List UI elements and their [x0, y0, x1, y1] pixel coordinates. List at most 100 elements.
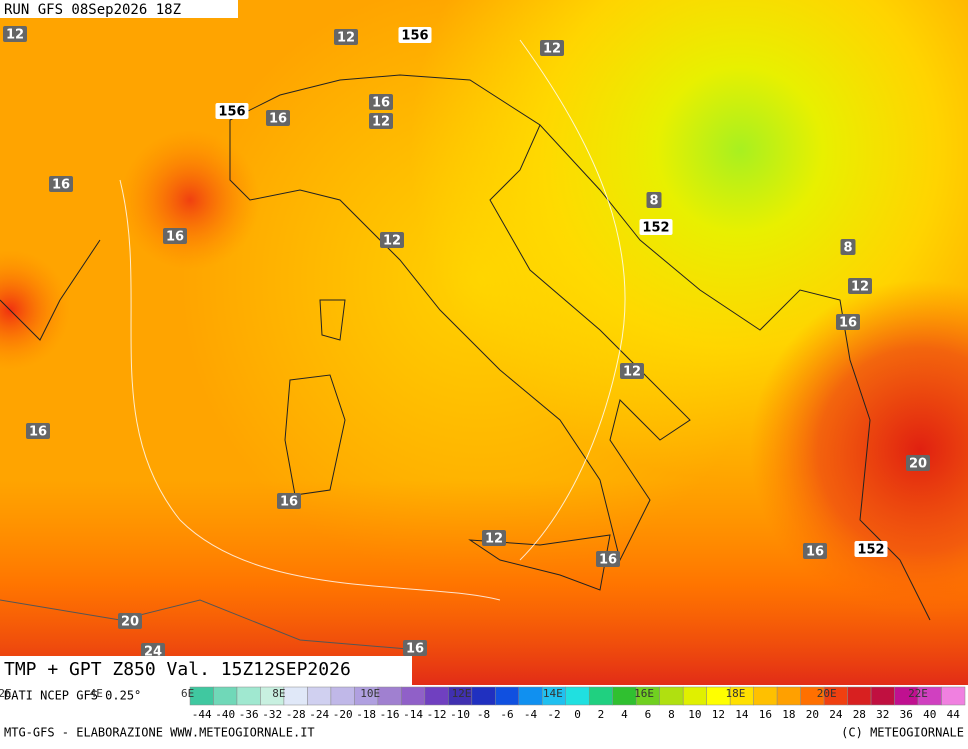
colorbar-tick-label: -6	[500, 708, 513, 721]
colorbar-tick-label: -36	[239, 708, 259, 721]
colorbar-tick-label: -10	[450, 708, 470, 721]
label-box	[540, 40, 564, 56]
contour-label: 16	[599, 553, 617, 568]
colorbar-swatch	[612, 686, 637, 706]
map-field	[0, 0, 968, 690]
colorbar-swatch	[588, 686, 613, 706]
colorbar-tick-label: -44	[192, 708, 212, 721]
contour-label: 156	[401, 29, 428, 44]
colorbar-swatch	[330, 686, 355, 706]
colorbar-swatch	[870, 686, 895, 706]
colorbar-tick-label: 12	[712, 708, 725, 721]
longitude-label: 6E	[181, 687, 194, 700]
longitude-label: 16E	[634, 687, 654, 700]
longitude-label: 10E	[360, 687, 380, 700]
colorbar-tick-label: 28	[853, 708, 866, 721]
colorbar-swatch	[659, 686, 684, 706]
colorbar-tick-label: -16	[380, 708, 400, 721]
label-box	[403, 640, 427, 656]
colorbar-tick-label: -18	[356, 708, 376, 721]
colorbar-swatch	[682, 686, 707, 706]
colorbar-swatch	[307, 686, 332, 706]
colorbar-tick-label: -2	[547, 708, 560, 721]
contour-label: 12	[372, 115, 390, 130]
colorbar-swatch	[236, 686, 261, 706]
colorbar-tick-label: -20	[333, 708, 353, 721]
colorbar-tick-label: -28	[286, 708, 306, 721]
label-box	[620, 363, 644, 379]
colorbar-tick-label: 16	[759, 708, 772, 721]
label-box	[596, 551, 620, 567]
contour-label: 16	[269, 112, 287, 127]
label-box	[334, 29, 358, 45]
colorbar-tick-label: 4	[621, 708, 628, 721]
label-box	[26, 423, 50, 439]
contour-label: 12	[485, 532, 503, 547]
longitude-label: 8E	[272, 687, 285, 700]
colorbar-tick-label: 18	[782, 708, 795, 721]
label-box	[854, 541, 888, 557]
colorbar-tick-label: 10	[688, 708, 701, 721]
label-box	[369, 113, 393, 129]
footer-left: MTG-GFS - ELABORAZIONE WWW.METEOGIORNALE…	[4, 726, 315, 740]
longitude-label: 22E	[908, 687, 928, 700]
label-box	[906, 455, 930, 471]
longitude-label: 18E	[725, 687, 745, 700]
colorbar-tick-label: -40	[215, 708, 235, 721]
caption-box	[0, 656, 412, 685]
coastlines	[0, 74, 931, 651]
contour-label: 16	[52, 178, 70, 193]
label-box	[266, 110, 290, 126]
contour-label: 16	[806, 545, 824, 560]
label-box	[369, 94, 393, 110]
contour-label: 8	[649, 194, 658, 209]
colorbar-swatch	[565, 686, 590, 706]
label-box	[163, 228, 187, 244]
colorbar-swatch	[283, 686, 308, 706]
label-box	[840, 239, 856, 255]
contour-label: 16	[372, 96, 390, 111]
colorbar-swatch	[941, 686, 966, 706]
colorbar-swatch	[213, 686, 238, 706]
colorbar-swatch	[471, 686, 496, 706]
colorbar: -44 -40 -36 -32 -28 -24 -20 -18 -16 -14 -12 -10 -8 -6…	[0, 686, 966, 721]
source: DATI NCEP GFS 0.25°	[4, 689, 141, 703]
colorbar-tick-label: 36	[900, 708, 913, 721]
colorbar-tick-label: 14	[735, 708, 749, 721]
colorbar-swatch	[424, 686, 449, 706]
colorbar-tick-label: 6	[645, 708, 652, 721]
label-box	[836, 314, 860, 330]
longitude-label: 20E	[817, 687, 837, 700]
contour-label: 156	[218, 105, 245, 120]
label-box	[482, 530, 506, 546]
contour-label: 12	[543, 42, 561, 57]
contour-label: 20	[909, 457, 927, 472]
longitude-label: 2E	[0, 687, 12, 700]
label-box	[118, 613, 142, 629]
contour-label: 12	[851, 280, 869, 295]
longitude-label: 12E	[452, 687, 472, 700]
contour-label: 12	[383, 234, 401, 249]
label-box	[215, 103, 249, 119]
footer-right: (C) METEOGIORNALE	[841, 726, 964, 740]
contour-label: 16	[406, 642, 424, 657]
colorbar-tick-label: 8	[668, 708, 675, 721]
colorbar-tick-label: 44	[947, 708, 961, 721]
colorbar-tick-label: -8	[477, 708, 490, 721]
contour-label: 24	[144, 645, 162, 660]
label-box	[49, 176, 73, 192]
longitude-label: 4E	[90, 687, 103, 700]
label-box	[398, 27, 432, 43]
colorbar-tick-label: -14	[403, 708, 423, 721]
colorbar-tick-label: -4	[524, 708, 538, 721]
colorbar-swatch	[518, 686, 543, 706]
contour-labels: 12 12 12 16 12 16 16 16 12 8 8 12 16 12 16 20 16 12 16 16 20…	[3, 26, 930, 660]
contour-label: 12	[337, 31, 355, 46]
label-box	[380, 232, 404, 248]
isotherms	[119, 39, 626, 601]
colorbar-tick-label: -32	[262, 708, 282, 721]
contour-label: 20	[121, 615, 139, 630]
contour-label: 16	[29, 425, 47, 440]
label-box	[639, 219, 673, 235]
